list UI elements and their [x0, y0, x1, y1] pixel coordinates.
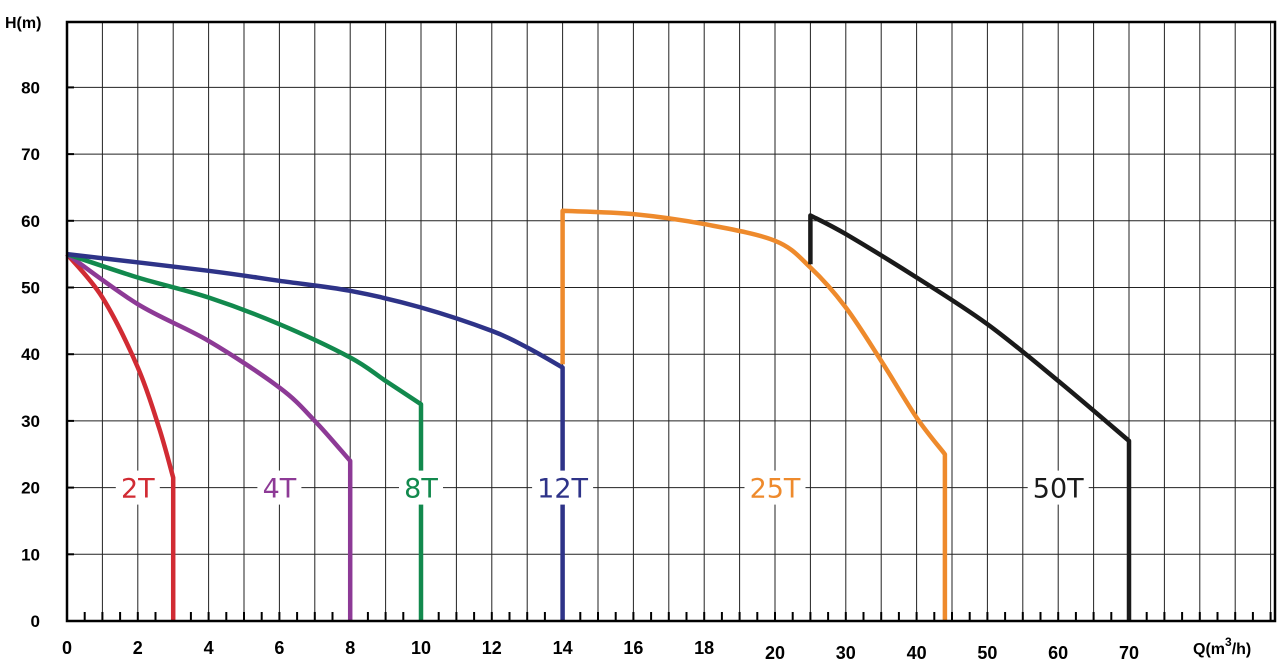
y-tick-label: 50 [21, 279, 40, 298]
x-tick-label: 14 [553, 638, 573, 658]
x-tick-label: 40 [907, 643, 927, 662]
axis-labels: 0 10 20 30 40 50 60 70 80 0 2 4 6 8 10 12 14 16 18 20 30 40 50… [21, 78, 1139, 662]
series-labels: 2T 4T 8T 12T 25T 50T [115, 470, 1089, 505]
label-bg-2t [115, 470, 160, 505]
y-axis-title: H(m) [5, 15, 41, 32]
x-tick-label: 4 [204, 638, 214, 658]
y-tick-label: 40 [21, 345, 40, 364]
x-tick-label: 12 [482, 638, 502, 658]
curve-4t [65, 252, 353, 621]
label-bg-4t [257, 470, 302, 505]
label-12t: 12T [537, 474, 588, 505]
label-4t: 4T [263, 474, 297, 505]
label-bg-8t [399, 470, 443, 505]
y-tick-label: 80 [21, 78, 40, 97]
x-tick-label: 2 [133, 638, 143, 658]
x-tick-label: 10 [411, 638, 431, 658]
x-tick-label: 50 [977, 643, 997, 662]
x-tick-label: 18 [694, 638, 714, 658]
curve-25t [560, 208, 948, 621]
y-tick-label: 70 [21, 145, 40, 164]
curve-12t [66, 251, 565, 621]
x-tick-label: 0 [62, 638, 72, 658]
label-bg-25t [744, 470, 806, 505]
x-tick-label: 6 [274, 638, 284, 658]
y-tick-label: 20 [21, 479, 40, 498]
y-tick-label: 0 [31, 612, 40, 631]
x-axis-title: Q(m3/h) [1193, 635, 1251, 658]
y-tick-label: 60 [21, 212, 40, 231]
curve-8t [66, 251, 424, 621]
curve-2t [65, 252, 176, 621]
plot-frame [65, 20, 1277, 623]
grid [67, 22, 1275, 621]
y-tick-label: 10 [21, 545, 40, 564]
label-50t: 50T [1033, 474, 1084, 505]
curve-50t [808, 213, 1132, 621]
label-8t: 8T [404, 474, 438, 505]
x-tick-label: 16 [623, 638, 643, 658]
label-bg-12t [532, 470, 594, 505]
label-25t: 25T [750, 474, 801, 505]
x-tick-label: 60 [1048, 643, 1068, 662]
curves [65, 208, 1132, 621]
y-tick-label: 30 [21, 412, 40, 431]
x-tick-label: 70 [1119, 643, 1139, 662]
x-tick-label: 8 [345, 638, 355, 658]
label-2t: 2T [121, 474, 155, 505]
x-tick-label: 20 [765, 643, 785, 662]
x-tick-label: 30 [836, 643, 856, 662]
label-bg-50t [1027, 470, 1089, 505]
